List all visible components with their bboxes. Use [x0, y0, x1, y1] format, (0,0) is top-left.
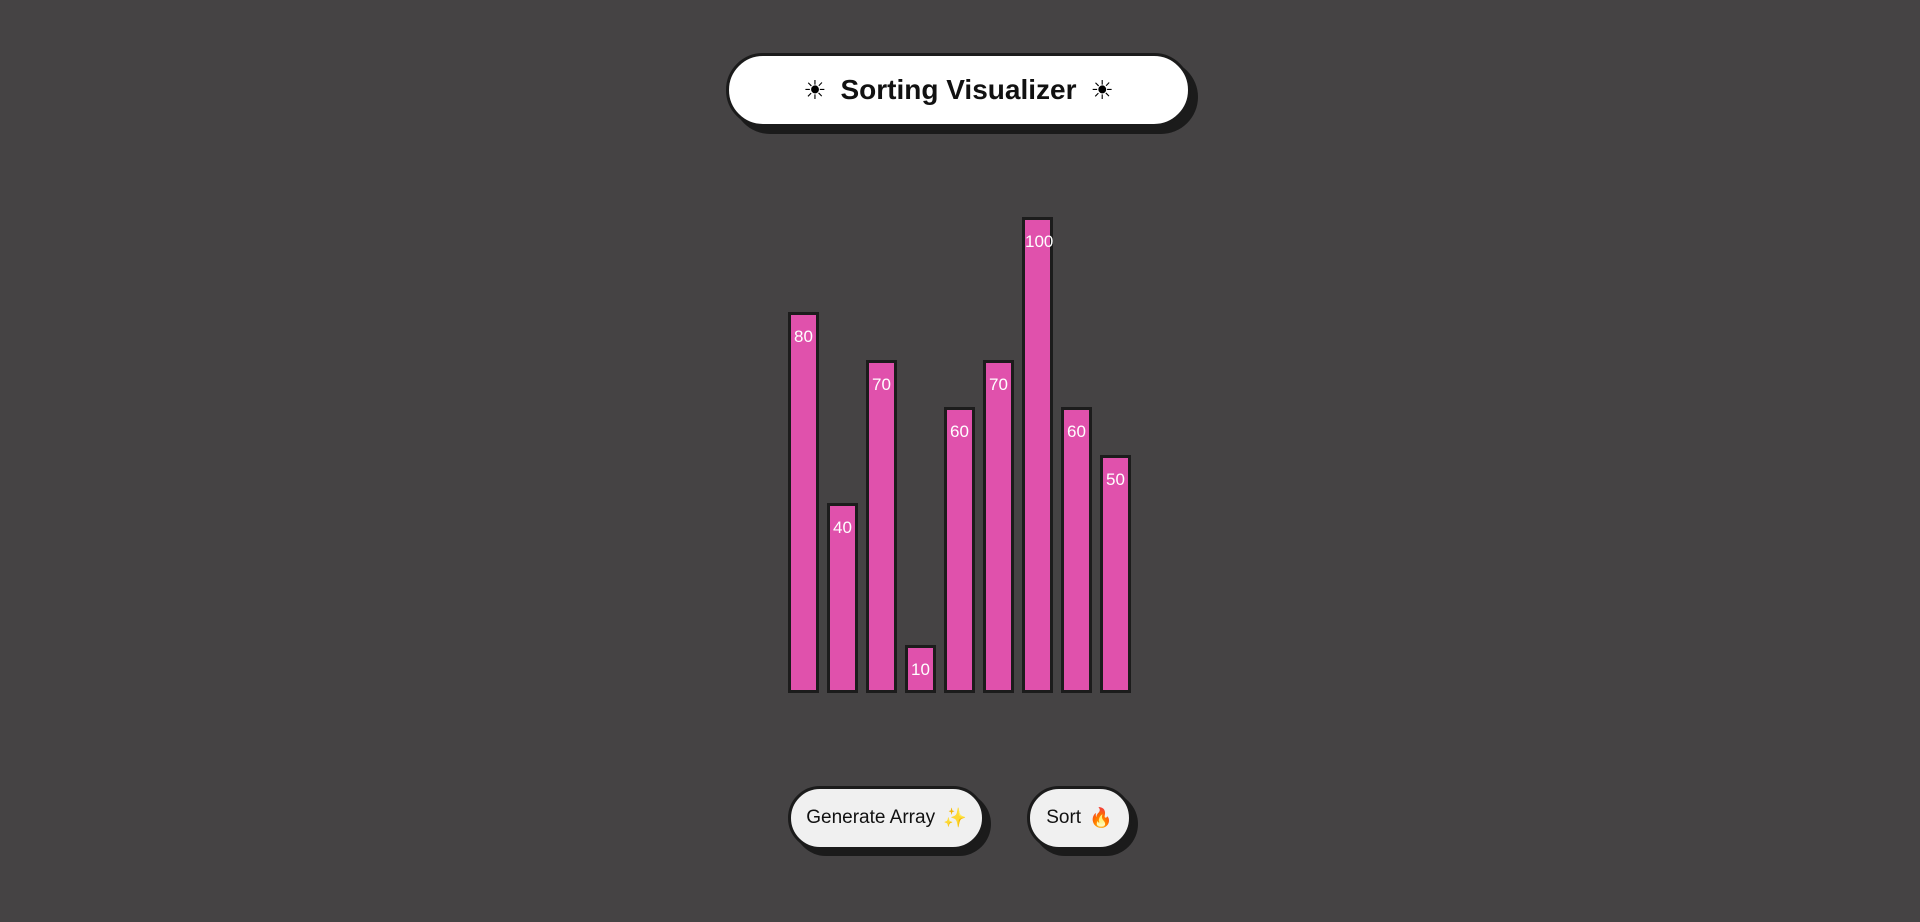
array-bar: 100 — [1022, 217, 1053, 693]
sun-icon: ☀ — [803, 75, 827, 105]
generate-array-label: Generate Array — [806, 807, 936, 828]
sun-icon: ☀ — [1090, 75, 1114, 105]
array-bar: 70 — [983, 360, 1014, 693]
bar-value-label: 70 — [872, 375, 891, 394]
bar-value-label: 10 — [911, 660, 930, 679]
bar-value-label: 60 — [950, 422, 969, 441]
array-bar: 70 — [866, 360, 897, 693]
array-bar: 60 — [944, 407, 975, 693]
sparkles-icon: ✨ — [943, 807, 967, 829]
bar-value-label: 50 — [1106, 470, 1125, 489]
bar-value-label: 70 — [989, 375, 1008, 394]
array-bar: 40 — [827, 503, 858, 693]
bar-value-label: 80 — [794, 327, 813, 346]
array-bar: 60 — [1061, 407, 1092, 693]
array-bar: 80 — [788, 312, 819, 693]
bar-value-label: 100 — [1025, 232, 1054, 251]
array-bar: 10 — [905, 645, 936, 693]
bar-value-label: 60 — [1067, 422, 1086, 441]
page-title: Sorting Visualizer — [840, 74, 1077, 105]
sort-button[interactable]: Sort 🔥 — [1027, 786, 1132, 850]
array-bar: 50 — [1100, 455, 1131, 693]
generate-array-button[interactable]: Generate Array ✨ — [788, 786, 985, 850]
bar-value-label: 40 — [833, 518, 852, 537]
sort-label: Sort — [1046, 807, 1082, 828]
fire-icon: 🔥 — [1089, 807, 1113, 829]
title-banner: ☀ Sorting Visualizer ☀ — [726, 53, 1191, 127]
